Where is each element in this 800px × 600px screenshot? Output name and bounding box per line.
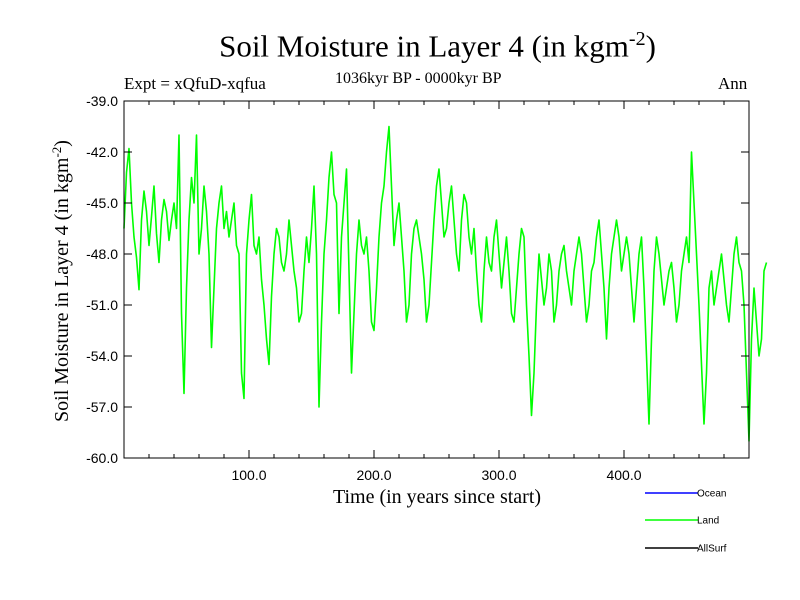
time-range-label: 1036kyr BP - 0000kyr BP bbox=[335, 70, 502, 87]
season-label: Ann bbox=[718, 74, 748, 93]
x-tick-label: 100.0 bbox=[231, 467, 266, 483]
ticks-layer: -39.0 -42.0 -45.0 -48.0 -51.0 -54.0 -57.0 -60.0… bbox=[86, 93, 749, 483]
y-tick-label: -54.0 bbox=[86, 348, 118, 364]
y-axis-label: Soil Moisture in Layer 4 (in kgm-2) bbox=[49, 140, 74, 422]
legend: Ocean Land AllSurf bbox=[645, 489, 727, 555]
experiment-label: Expt = xQfuD-xqfua bbox=[124, 74, 266, 93]
legend-label-land: Land bbox=[697, 516, 719, 527]
legend-label-ocean: Ocean bbox=[697, 489, 726, 500]
x-tick-label: 200.0 bbox=[356, 467, 391, 483]
x-tick-label: 300.0 bbox=[481, 467, 516, 483]
data-layer bbox=[123, 125, 768, 442]
y-tick-label: -42.0 bbox=[86, 144, 118, 160]
x-axis-label: Time (in years since start) bbox=[333, 486, 541, 508]
y-tick-label: -60.0 bbox=[86, 450, 118, 466]
y-tick-label: -57.0 bbox=[86, 399, 118, 415]
y-tick-label: -48.0 bbox=[86, 246, 118, 262]
x-tick-label: 400.0 bbox=[606, 467, 641, 483]
y-tick-label: -39.0 bbox=[86, 93, 118, 109]
plot-frame bbox=[123, 100, 750, 459]
y-tick-label: -45.0 bbox=[86, 195, 118, 211]
y-tick-label: -51.0 bbox=[86, 297, 118, 313]
chart-title: Soil Moisture in Layer 4 (in kgm-2) bbox=[219, 28, 656, 64]
series-line-land bbox=[123, 125, 768, 442]
legend-label-allsurf: AllSurf bbox=[697, 544, 727, 555]
